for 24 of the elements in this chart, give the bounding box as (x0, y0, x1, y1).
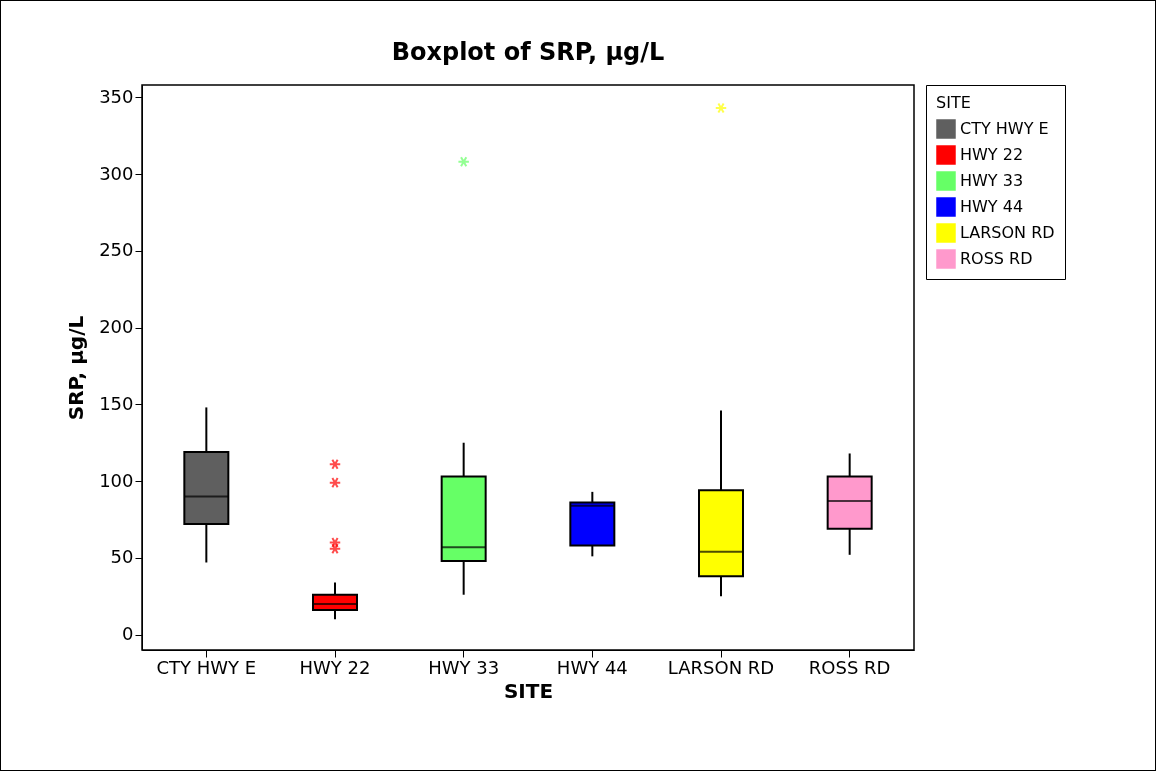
y-axis-title: SRP, µg/L (64, 315, 89, 421)
x-tick-label: HWY 44 (556, 656, 628, 678)
y-tick-label: 350 (99, 85, 134, 107)
x-tick-label: HWY 22 (299, 656, 371, 678)
x-tick-label: HWY 33 (428, 656, 500, 678)
y-tick-label: 300 (99, 162, 134, 184)
legend-label: HWY 44 (960, 197, 1024, 216)
legend-label: HWY 22 (960, 145, 1024, 164)
x-axis-title: SITE (503, 678, 554, 703)
x-tick-label: CTY HWY E (156, 656, 257, 678)
y-tick-label: 150 (99, 392, 134, 414)
legend-label: HWY 33 (960, 171, 1024, 190)
legend-label: CTY HWY E (960, 119, 1049, 138)
legend-label: ROSS RD (960, 249, 1033, 268)
x-tick-label: ROSS RD (808, 656, 891, 678)
y-tick-label: 0 (122, 623, 134, 645)
legend-title: SITE (936, 93, 971, 112)
x-tick-label: LARSON RD (667, 656, 775, 678)
y-tick-label: 100 (99, 469, 134, 491)
y-tick-label: 50 (110, 546, 134, 568)
chart-title: Boxplot of SRP, µg/L (391, 37, 665, 66)
y-tick-label: 250 (99, 239, 134, 261)
legend-label: LARSON RD (960, 223, 1055, 242)
y-tick-label: 200 (99, 316, 134, 338)
